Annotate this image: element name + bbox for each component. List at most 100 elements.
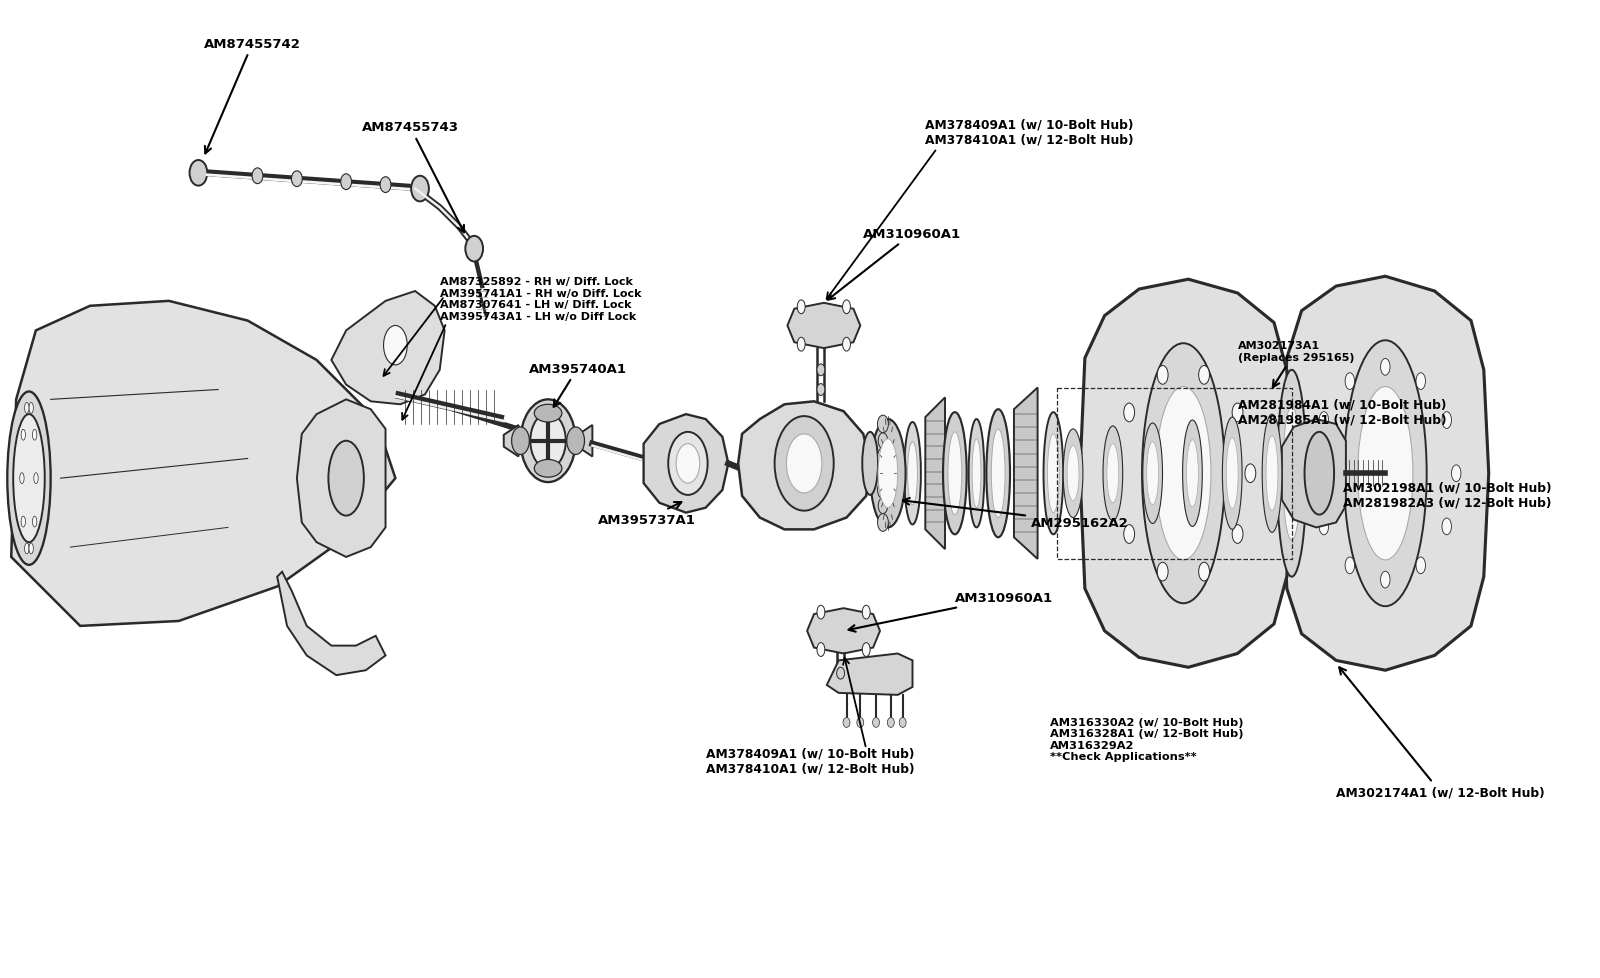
Ellipse shape <box>877 448 888 466</box>
Ellipse shape <box>872 718 880 728</box>
Ellipse shape <box>1381 359 1390 376</box>
Ellipse shape <box>534 405 562 422</box>
Polygon shape <box>827 654 912 695</box>
Ellipse shape <box>1067 446 1078 502</box>
Ellipse shape <box>818 605 826 619</box>
Ellipse shape <box>1381 572 1390 589</box>
Ellipse shape <box>24 403 29 414</box>
Ellipse shape <box>787 434 822 494</box>
Ellipse shape <box>1147 442 1158 506</box>
Ellipse shape <box>512 427 530 455</box>
Ellipse shape <box>1346 557 1355 574</box>
Ellipse shape <box>862 643 870 657</box>
Ellipse shape <box>843 338 851 352</box>
Ellipse shape <box>797 300 805 314</box>
Ellipse shape <box>381 178 390 194</box>
Ellipse shape <box>566 427 584 455</box>
Polygon shape <box>331 291 445 405</box>
Ellipse shape <box>1232 525 1243 544</box>
Ellipse shape <box>1318 518 1328 535</box>
Ellipse shape <box>1198 366 1210 384</box>
Ellipse shape <box>13 415 45 543</box>
Text: AM281984A1 (w/ 10-Bolt Hub)
AM281985A1 (w/ 12-Bolt Hub): AM281984A1 (w/ 10-Bolt Hub) AM281985A1 (… <box>1237 398 1446 426</box>
Ellipse shape <box>797 338 805 352</box>
Ellipse shape <box>862 432 878 496</box>
Ellipse shape <box>877 416 888 433</box>
Ellipse shape <box>1157 366 1168 384</box>
Ellipse shape <box>1157 562 1168 581</box>
Ellipse shape <box>189 160 208 187</box>
Text: AM316330A2 (w/ 10-Bolt Hub)
AM316328A1 (w/ 12-Bolt Hub)
AM316329A2
**Check Appli: AM316330A2 (w/ 10-Bolt Hub) AM316328A1 (… <box>1051 717 1243 762</box>
Ellipse shape <box>669 432 707 496</box>
Ellipse shape <box>1416 374 1426 390</box>
Text: AM378409A1 (w/ 10-Bolt Hub)
AM378410A1 (w/ 12-Bolt Hub): AM378409A1 (w/ 10-Bolt Hub) AM378410A1 (… <box>706 746 914 775</box>
Ellipse shape <box>858 718 864 728</box>
Ellipse shape <box>818 384 826 396</box>
Ellipse shape <box>818 365 826 377</box>
Ellipse shape <box>968 420 984 528</box>
Ellipse shape <box>253 169 262 185</box>
Text: AM87455742: AM87455742 <box>205 37 301 155</box>
Ellipse shape <box>1155 387 1211 560</box>
Ellipse shape <box>1344 341 1427 606</box>
Ellipse shape <box>1226 438 1238 510</box>
Ellipse shape <box>862 605 870 619</box>
Ellipse shape <box>24 544 29 555</box>
Ellipse shape <box>1198 562 1210 581</box>
Ellipse shape <box>878 499 888 514</box>
Text: AM395740A1: AM395740A1 <box>528 363 627 408</box>
Ellipse shape <box>1318 413 1328 429</box>
Ellipse shape <box>870 420 906 528</box>
Ellipse shape <box>992 429 1005 518</box>
Text: AM302173A1
(Replaces 295165): AM302173A1 (Replaces 295165) <box>1237 341 1354 388</box>
Ellipse shape <box>973 439 981 509</box>
Polygon shape <box>1080 280 1291 668</box>
Ellipse shape <box>877 514 888 532</box>
Ellipse shape <box>1277 371 1307 577</box>
Ellipse shape <box>1304 432 1334 515</box>
Ellipse shape <box>29 544 34 555</box>
Ellipse shape <box>384 326 408 366</box>
Polygon shape <box>578 425 592 457</box>
Ellipse shape <box>1416 557 1426 574</box>
Ellipse shape <box>942 413 966 535</box>
Ellipse shape <box>1110 465 1122 483</box>
Text: AM87455743: AM87455743 <box>362 121 464 233</box>
Ellipse shape <box>520 400 576 482</box>
Ellipse shape <box>1266 436 1278 511</box>
Ellipse shape <box>837 668 845 680</box>
Ellipse shape <box>29 403 34 414</box>
Text: AM378409A1 (w/ 10-Bolt Hub)
AM378410A1 (w/ 12-Bolt Hub): AM378409A1 (w/ 10-Bolt Hub) AM378410A1 (… <box>925 118 1134 146</box>
Text: AM302174A1 (w/ 12-Bolt Hub): AM302174A1 (w/ 12-Bolt Hub) <box>1336 668 1544 799</box>
Ellipse shape <box>1222 418 1242 530</box>
Ellipse shape <box>877 481 888 500</box>
Polygon shape <box>806 608 880 654</box>
Ellipse shape <box>1310 466 1318 482</box>
Ellipse shape <box>878 466 888 481</box>
Ellipse shape <box>1142 344 1224 603</box>
Ellipse shape <box>1123 404 1134 422</box>
Ellipse shape <box>1358 387 1413 560</box>
Ellipse shape <box>1442 413 1451 429</box>
Ellipse shape <box>530 414 566 468</box>
Ellipse shape <box>328 441 363 516</box>
Ellipse shape <box>32 516 37 527</box>
Polygon shape <box>11 301 395 626</box>
Ellipse shape <box>878 439 898 509</box>
Ellipse shape <box>32 430 37 441</box>
Ellipse shape <box>1123 525 1134 544</box>
Polygon shape <box>504 425 518 457</box>
Ellipse shape <box>1451 466 1461 482</box>
Ellipse shape <box>878 433 888 449</box>
Ellipse shape <box>677 444 699 483</box>
Ellipse shape <box>534 460 562 477</box>
Ellipse shape <box>1283 407 1301 541</box>
Text: AM295162A2: AM295162A2 <box>902 499 1128 529</box>
Ellipse shape <box>1102 426 1123 521</box>
Polygon shape <box>1282 420 1346 528</box>
Ellipse shape <box>1043 413 1064 535</box>
Text: AM302198A1 (w/ 10-Bolt Hub)
AM281982A3 (w/ 12-Bolt Hub): AM302198A1 (w/ 10-Bolt Hub) AM281982A3 (… <box>1342 480 1552 509</box>
Polygon shape <box>298 400 386 557</box>
Text: AM395737A1: AM395737A1 <box>598 503 696 526</box>
Ellipse shape <box>986 410 1010 538</box>
